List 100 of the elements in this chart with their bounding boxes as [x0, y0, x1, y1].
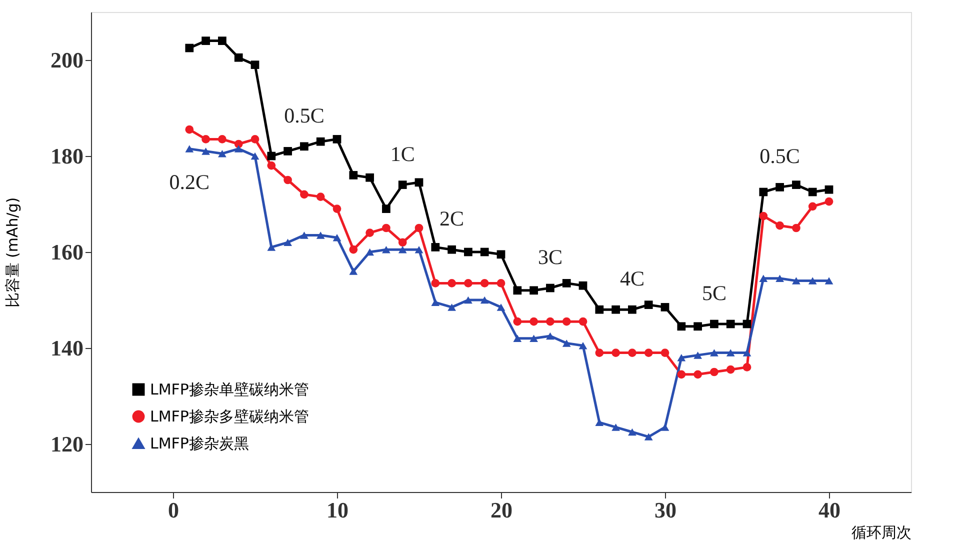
point — [595, 348, 604, 357]
point — [776, 274, 784, 282]
point — [776, 183, 784, 192]
point — [660, 303, 670, 312]
x-tick-label: 0 — [168, 498, 179, 522]
point — [332, 204, 342, 213]
point — [824, 197, 834, 206]
point — [742, 349, 752, 356]
point — [300, 232, 308, 239]
point — [808, 202, 817, 211]
y-tick-label: 200 — [50, 48, 84, 72]
point — [202, 135, 210, 144]
y-axis-title: 比容量 (mAh/g) — [4, 197, 22, 308]
point — [300, 190, 308, 199]
point — [759, 274, 768, 282]
point — [267, 152, 276, 160]
x-tick-label: 10 — [326, 498, 348, 522]
point — [366, 248, 374, 256]
point — [398, 238, 407, 247]
point — [546, 284, 554, 292]
point — [431, 279, 440, 288]
point — [726, 365, 735, 374]
point — [824, 185, 834, 194]
point — [316, 192, 325, 201]
point — [284, 238, 292, 246]
point — [398, 180, 407, 189]
point — [644, 300, 653, 309]
point — [710, 349, 718, 356]
point — [202, 148, 210, 155]
point — [808, 277, 817, 284]
point — [612, 348, 620, 357]
x-axis-title: 循环周次 — [852, 524, 912, 542]
point — [742, 320, 752, 328]
legend-label: LMFP掺杂单壁碳纳米管 — [150, 380, 309, 398]
point — [267, 161, 276, 170]
point — [349, 268, 358, 275]
point — [694, 352, 702, 359]
point — [218, 150, 226, 158]
point — [595, 418, 604, 426]
point — [496, 250, 506, 259]
point — [382, 224, 390, 232]
point — [349, 171, 358, 180]
point — [234, 53, 243, 62]
point — [366, 173, 374, 182]
point — [234, 145, 243, 152]
point — [332, 234, 342, 242]
point — [431, 298, 440, 306]
point — [382, 246, 390, 254]
point — [644, 433, 653, 440]
point — [448, 279, 456, 288]
point — [202, 36, 210, 45]
point — [414, 224, 424, 232]
point — [480, 296, 489, 304]
point — [530, 334, 538, 342]
y-tick-label: 180 — [50, 144, 84, 168]
point — [742, 363, 752, 372]
point — [464, 248, 472, 256]
point — [628, 305, 636, 314]
point — [250, 60, 260, 69]
point — [464, 279, 472, 288]
annotation: 3C — [538, 245, 562, 269]
point — [332, 135, 342, 144]
y-tick-label: 160 — [50, 240, 84, 264]
point — [185, 145, 194, 152]
point — [316, 137, 325, 146]
point — [792, 180, 800, 189]
point — [595, 305, 604, 314]
point — [300, 142, 308, 151]
x-tick-label: 40 — [818, 498, 840, 522]
point — [710, 368, 718, 376]
point — [448, 304, 456, 311]
point — [824, 277, 834, 284]
point — [250, 135, 260, 144]
point — [185, 125, 194, 134]
point — [480, 279, 489, 288]
point — [546, 332, 554, 340]
point — [562, 317, 571, 326]
point — [546, 317, 554, 326]
point — [284, 147, 292, 156]
point — [431, 243, 440, 252]
point — [792, 277, 800, 284]
legend-label: LMFP掺杂炭黑 — [150, 434, 249, 452]
point — [660, 424, 670, 431]
point — [513, 286, 522, 295]
point — [612, 305, 620, 314]
point — [267, 244, 276, 251]
point — [562, 279, 571, 288]
point — [496, 279, 506, 288]
point — [496, 304, 506, 311]
point — [185, 44, 194, 52]
point — [349, 245, 358, 254]
point — [578, 281, 588, 290]
point — [530, 286, 538, 295]
annotation: 0.5C — [760, 144, 800, 168]
point — [414, 178, 424, 187]
point — [398, 246, 407, 254]
point — [218, 36, 226, 45]
point — [366, 228, 374, 237]
point — [448, 245, 456, 254]
y-tick-label: 120 — [50, 432, 84, 456]
